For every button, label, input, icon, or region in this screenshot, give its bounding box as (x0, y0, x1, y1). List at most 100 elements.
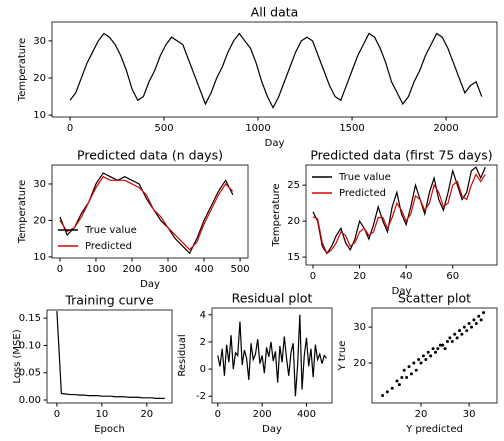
x-axis-label: Day (392, 286, 412, 297)
scatter-point (414, 368, 418, 372)
x-tick-label: 0 (57, 264, 63, 275)
x-tick-label: 30 (463, 409, 476, 420)
x-tick-label: 0 (310, 271, 316, 282)
x-tick-label: 20 (140, 409, 153, 420)
x-tick-label: 500 (231, 264, 250, 275)
x-tick-label: 0 (215, 409, 221, 420)
y-tick-label: 30 (33, 36, 46, 47)
x-axis-label: Y predicted (405, 424, 463, 435)
scatter-point (409, 372, 413, 376)
scatter-point (400, 375, 404, 379)
plot-frame (371, 307, 498, 404)
x-tick-label: 0 (54, 409, 60, 420)
y-axis-label: Y true (337, 341, 348, 372)
plot-frame (46, 309, 173, 404)
scatter-point (429, 354, 433, 358)
x-axis-label: Day (262, 424, 282, 435)
scatter-point (448, 336, 452, 340)
y-tick-label: 30 (33, 179, 46, 190)
scatter-point (470, 325, 474, 329)
y-tick-label: 15 (287, 252, 300, 263)
y-tick-label: 10 (33, 110, 46, 121)
legend-label: Predicted (85, 241, 132, 252)
x-axis-label: Day (265, 138, 285, 149)
scatter-point (482, 311, 486, 315)
y-tick-label: 0.15 (19, 313, 41, 324)
x-tick-label: 20 (353, 271, 366, 282)
plot-frame (305, 164, 498, 266)
scatter-point (402, 368, 406, 372)
y-tick-label: 4 (200, 310, 206, 321)
y-tick-label: 0 (200, 364, 206, 375)
x-tick-label: 1500 (339, 123, 364, 134)
x-tick-label: 200 (122, 264, 141, 275)
scatter-point (412, 361, 416, 365)
y-tick-label: 30 (353, 322, 366, 333)
scatter-point (474, 321, 478, 325)
scatter-point (436, 347, 440, 351)
scatter-point (438, 343, 442, 347)
scatter-point (479, 318, 483, 322)
y-tick-label: 20 (353, 358, 366, 369)
scatter-point (419, 361, 423, 365)
chart-title: Scatter plot (398, 291, 471, 306)
scatter-point (443, 347, 447, 351)
data-line (217, 314, 327, 397)
x-tick-label: 100 (86, 264, 105, 275)
scatter-point (455, 336, 459, 340)
y-tick-label: 20 (287, 216, 300, 227)
x-tick-label: 20 (415, 409, 428, 420)
plot-frame (51, 21, 498, 118)
scatter-point (424, 357, 428, 361)
y-tick-label: 0.10 (19, 340, 41, 351)
y-axis-label: Residual (177, 334, 188, 376)
scatter-point (405, 375, 409, 379)
x-tick-label: 200 (253, 409, 272, 420)
x-tick-label: 10 (95, 409, 108, 420)
legend-label: True value (338, 172, 391, 183)
y-tick-label: 10 (33, 252, 46, 263)
y-axis-label: Temperature (17, 180, 28, 244)
scatter-point (417, 357, 421, 361)
plot-frame (211, 307, 333, 404)
y-tick-label: 2 (200, 337, 206, 348)
x-axis-label: Day (140, 279, 160, 290)
x-tick-label: 400 (297, 409, 316, 420)
y-tick-label: 0.00 (19, 395, 41, 406)
x-axis-label: Epoch (94, 424, 125, 435)
scatter-point (453, 332, 457, 336)
scatter-point (431, 347, 435, 351)
plot-frame (51, 164, 249, 259)
chart-title: Training curve (64, 293, 154, 308)
data-line (69, 32, 483, 110)
scatter-point (460, 332, 464, 336)
x-tick-label: 2000 (433, 123, 458, 134)
y-axis-label: Loss (MSE) (12, 329, 23, 383)
scatter-point (421, 354, 425, 358)
x-tick-label: 0 (67, 123, 73, 134)
y-axis-label: Temperature (271, 183, 282, 247)
chart-title: Residual plot (232, 291, 313, 306)
x-tick-label: 400 (194, 264, 213, 275)
y-tick-label: 20 (33, 215, 46, 226)
x-tick-label: 1000 (245, 123, 270, 134)
x-tick-label: 40 (400, 271, 413, 282)
y-tick-label: -2 (196, 391, 206, 402)
y-axis-label: Temperature (17, 38, 28, 102)
x-tick-label: 60 (446, 271, 459, 282)
chart-title: Predicted data (n days) (77, 148, 223, 163)
data-line (59, 175, 234, 251)
data-line (56, 311, 165, 399)
scatter-point (433, 350, 437, 354)
chart-title: All data (251, 5, 299, 20)
scatter-point (385, 390, 389, 394)
scatter-point (472, 318, 476, 322)
y-tick-label: 0.05 (19, 368, 41, 379)
scatter-point (450, 339, 454, 343)
scatter-point (381, 393, 385, 397)
scatter-point (458, 329, 461, 333)
legend-label: True value (84, 225, 137, 236)
scatter-point (397, 383, 401, 387)
